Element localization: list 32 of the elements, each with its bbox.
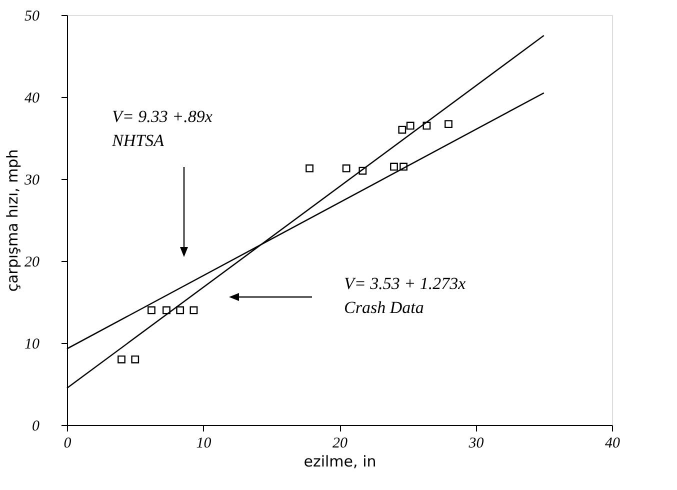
point: [444, 120, 452, 128]
y-axis-title: çarpışma hızı, mph: [4, 149, 22, 292]
point: [342, 164, 350, 172]
x-tick-label: 40: [605, 436, 620, 452]
y-tick-label: 20: [24, 254, 40, 270]
point: [306, 164, 314, 172]
annotation: V= 9.33 +.89x: [112, 107, 213, 126]
y-tick-label: 10: [24, 336, 40, 352]
point: [398, 126, 406, 134]
point: [190, 306, 198, 314]
point: [422, 122, 431, 130]
y-tick-label: 50: [24, 8, 40, 24]
y-tick-label: 30: [24, 172, 40, 188]
y-tick-label: 40: [24, 90, 40, 106]
x-tick-label: 10: [196, 436, 212, 452]
point: [148, 306, 156, 314]
annotation: NHTSA: [111, 131, 165, 150]
point: [118, 355, 126, 364]
x-tick-label: 0: [64, 436, 72, 452]
point: [176, 306, 184, 314]
point: [358, 166, 367, 175]
point: [390, 162, 398, 171]
x-tick-label: 20: [332, 436, 348, 452]
annotation: Crash Data: [344, 298, 424, 317]
point: [162, 306, 170, 314]
point: [406, 122, 414, 130]
annotation: V= 3.53 + 1.273x: [344, 274, 466, 293]
x-tick-label: 30: [468, 436, 484, 452]
x-axis-title: ezilme, in: [304, 452, 376, 470]
point: [400, 162, 408, 171]
point: [131, 355, 140, 364]
y-tick-label: 0: [32, 418, 40, 434]
